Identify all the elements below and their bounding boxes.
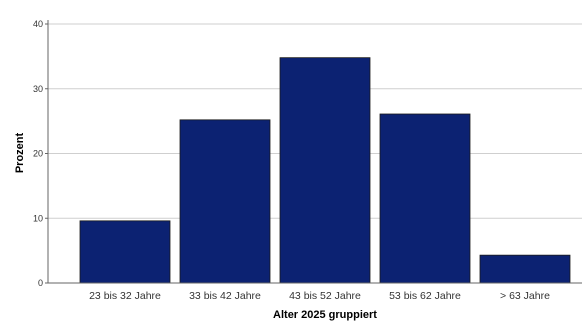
y-tick-label: 20 — [33, 149, 43, 159]
y-tick-label: 40 — [33, 19, 43, 29]
x-tick-label: > 63 Jahre — [500, 290, 550, 302]
bar — [479, 254, 571, 284]
axes — [45, 20, 582, 284]
y-tick-label: 30 — [33, 84, 43, 94]
y-tick-label: 0 — [38, 278, 43, 288]
y-axis-title: Prozent — [14, 132, 26, 173]
x-tick-label: 23 bis 32 Jahre — [89, 290, 161, 302]
x-axis-title: Alter 2025 gruppiert — [273, 309, 377, 321]
y-tick-label: 10 — [33, 213, 43, 223]
x-tick-label: 53 bis 62 Jahre — [389, 290, 461, 302]
bar — [179, 119, 271, 284]
bar — [379, 113, 471, 284]
bar — [79, 220, 171, 284]
x-tick-label: 33 bis 42 Jahre — [189, 290, 261, 302]
x-tick-labels: 23 bis 32 Jahre 33 bis 42 Jahre 43 bis 52 … — [89, 290, 550, 302]
x-tick-label: 43 bis 52 Jahre — [289, 290, 361, 302]
y-tick-labels: 0 10 20 30 40 — [33, 19, 43, 288]
bars — [79, 57, 571, 284]
bar — [279, 57, 371, 284]
